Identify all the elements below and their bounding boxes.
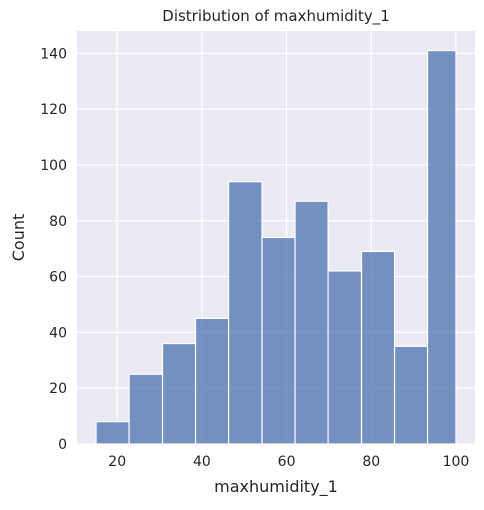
y-tick-label: 120 — [40, 102, 67, 118]
y-axis-label: Count — [9, 214, 28, 262]
histogram-bar — [426, 49, 457, 445]
y-tick-label: 60 — [49, 270, 67, 286]
x-tick-label: 20 — [108, 454, 126, 470]
y-tick-label: 40 — [49, 325, 67, 341]
y-tick-label: 140 — [40, 46, 67, 62]
x-axis-label: maxhumidity_1 — [214, 477, 338, 497]
histogram-bar — [227, 181, 263, 445]
chart-title: Distribution of maxhumidity_1 — [162, 7, 389, 26]
x-tick-label: 100 — [443, 454, 470, 470]
histogram-bar — [194, 317, 230, 445]
histogram-bar — [261, 236, 296, 445]
histogram-bar — [128, 373, 164, 445]
x-tick-label: 60 — [278, 454, 296, 470]
x-tick-label: 80 — [362, 454, 380, 470]
histogram-bar — [360, 250, 396, 445]
histogram-bar — [161, 342, 197, 445]
y-tick-label: 80 — [49, 214, 67, 230]
y-tick-label: 20 — [49, 381, 67, 397]
histogram-bar — [294, 200, 329, 445]
histogram-bar — [327, 270, 363, 445]
x-tick-label: 40 — [193, 454, 211, 470]
axis-ticks: 20 40 60 80 100 0 20 40 60 80 100 120 140 — [40, 46, 469, 470]
histogram-bars — [95, 49, 457, 445]
histogram-bar — [95, 421, 130, 445]
histogram-bar — [393, 345, 429, 445]
y-tick-label: 0 — [58, 437, 67, 453]
y-tick-label: 100 — [40, 158, 67, 174]
